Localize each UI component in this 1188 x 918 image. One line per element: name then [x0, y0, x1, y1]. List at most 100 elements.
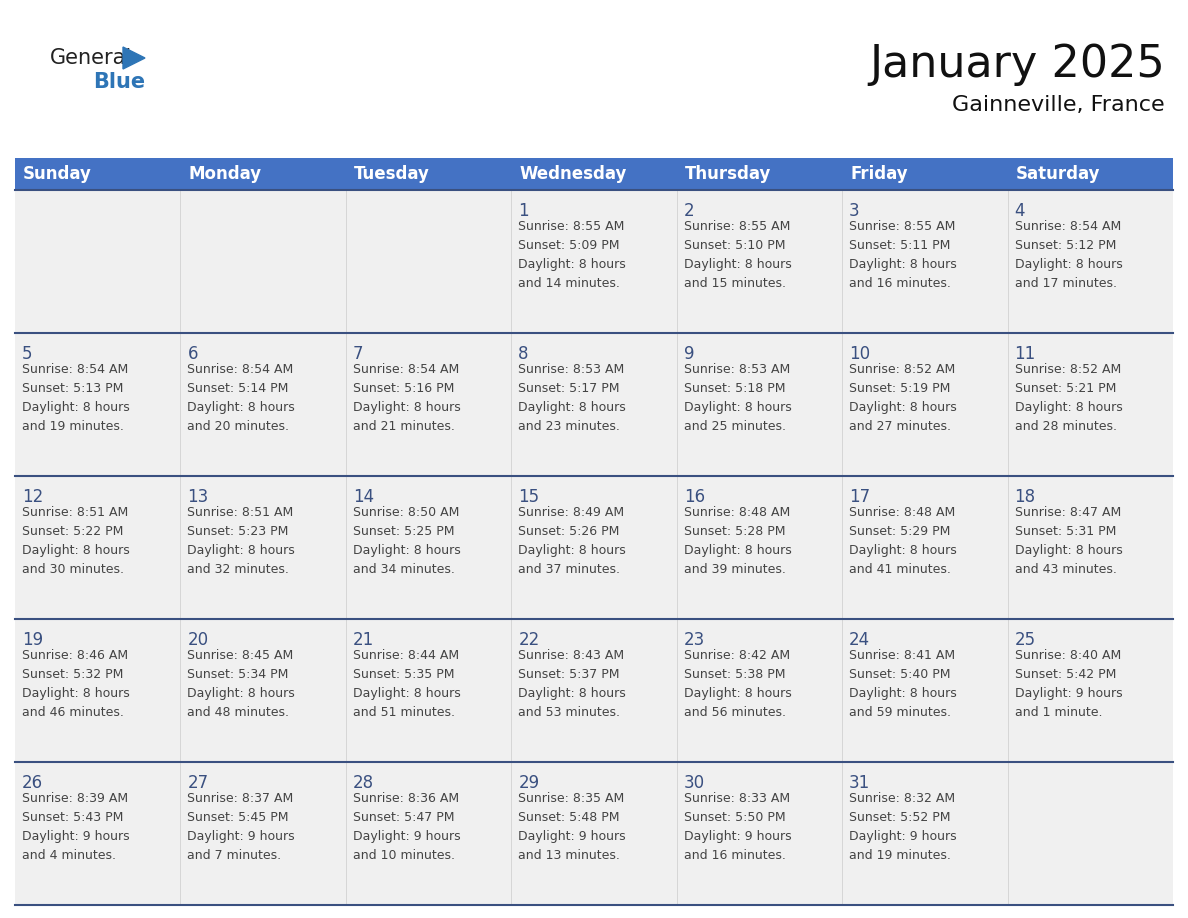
- Bar: [842, 619, 1007, 762]
- Text: 28: 28: [353, 774, 374, 792]
- Bar: [842, 158, 1007, 190]
- Bar: [181, 762, 346, 905]
- Text: Sunrise: 8:44 AM
Sunset: 5:35 PM
Daylight: 8 hours
and 51 minutes.: Sunrise: 8:44 AM Sunset: 5:35 PM Dayligh…: [353, 649, 461, 719]
- Text: 24: 24: [849, 631, 871, 649]
- Bar: [511, 158, 677, 190]
- Text: Gainneville, France: Gainneville, France: [953, 95, 1165, 115]
- Bar: [677, 190, 842, 333]
- Bar: [15, 619, 181, 762]
- Text: 31: 31: [849, 774, 871, 792]
- Bar: [15, 333, 181, 476]
- Text: 11: 11: [1015, 345, 1036, 363]
- Bar: [181, 190, 346, 333]
- Text: Saturday: Saturday: [1016, 165, 1100, 183]
- Bar: [346, 762, 511, 905]
- Text: Thursday: Thursday: [684, 165, 771, 183]
- Text: 21: 21: [353, 631, 374, 649]
- Text: Sunrise: 8:55 AM
Sunset: 5:10 PM
Daylight: 8 hours
and 15 minutes.: Sunrise: 8:55 AM Sunset: 5:10 PM Dayligh…: [684, 220, 791, 290]
- Text: Sunrise: 8:39 AM
Sunset: 5:43 PM
Daylight: 9 hours
and 4 minutes.: Sunrise: 8:39 AM Sunset: 5:43 PM Dayligh…: [23, 792, 129, 862]
- Text: 2: 2: [684, 202, 694, 220]
- Bar: [1007, 476, 1173, 619]
- Text: 23: 23: [684, 631, 704, 649]
- Text: Sunrise: 8:55 AM
Sunset: 5:11 PM
Daylight: 8 hours
and 16 minutes.: Sunrise: 8:55 AM Sunset: 5:11 PM Dayligh…: [849, 220, 956, 290]
- Text: Sunrise: 8:55 AM
Sunset: 5:09 PM
Daylight: 8 hours
and 14 minutes.: Sunrise: 8:55 AM Sunset: 5:09 PM Dayligh…: [518, 220, 626, 290]
- Bar: [346, 190, 511, 333]
- Bar: [181, 333, 346, 476]
- Text: 25: 25: [1015, 631, 1036, 649]
- Bar: [511, 762, 677, 905]
- Bar: [181, 158, 346, 190]
- Bar: [346, 333, 511, 476]
- Text: 9: 9: [684, 345, 694, 363]
- Text: Sunrise: 8:35 AM
Sunset: 5:48 PM
Daylight: 9 hours
and 13 minutes.: Sunrise: 8:35 AM Sunset: 5:48 PM Dayligh…: [518, 792, 626, 862]
- Text: Sunrise: 8:46 AM
Sunset: 5:32 PM
Daylight: 8 hours
and 46 minutes.: Sunrise: 8:46 AM Sunset: 5:32 PM Dayligh…: [23, 649, 129, 719]
- Text: Sunrise: 8:51 AM
Sunset: 5:23 PM
Daylight: 8 hours
and 32 minutes.: Sunrise: 8:51 AM Sunset: 5:23 PM Dayligh…: [188, 506, 295, 576]
- Bar: [511, 333, 677, 476]
- Bar: [181, 476, 346, 619]
- Text: 17: 17: [849, 488, 871, 506]
- Text: Sunrise: 8:52 AM
Sunset: 5:21 PM
Daylight: 8 hours
and 28 minutes.: Sunrise: 8:52 AM Sunset: 5:21 PM Dayligh…: [1015, 363, 1123, 433]
- Text: January 2025: January 2025: [870, 43, 1165, 86]
- Bar: [677, 158, 842, 190]
- Text: Sunrise: 8:45 AM
Sunset: 5:34 PM
Daylight: 8 hours
and 48 minutes.: Sunrise: 8:45 AM Sunset: 5:34 PM Dayligh…: [188, 649, 295, 719]
- Bar: [677, 619, 842, 762]
- Bar: [677, 762, 842, 905]
- Text: Sunrise: 8:54 AM
Sunset: 5:14 PM
Daylight: 8 hours
and 20 minutes.: Sunrise: 8:54 AM Sunset: 5:14 PM Dayligh…: [188, 363, 295, 433]
- Text: Sunrise: 8:37 AM
Sunset: 5:45 PM
Daylight: 9 hours
and 7 minutes.: Sunrise: 8:37 AM Sunset: 5:45 PM Dayligh…: [188, 792, 295, 862]
- Text: 30: 30: [684, 774, 704, 792]
- Bar: [15, 762, 181, 905]
- Text: 16: 16: [684, 488, 704, 506]
- Text: Sunrise: 8:54 AM
Sunset: 5:16 PM
Daylight: 8 hours
and 21 minutes.: Sunrise: 8:54 AM Sunset: 5:16 PM Dayligh…: [353, 363, 461, 433]
- Text: Sunrise: 8:53 AM
Sunset: 5:17 PM
Daylight: 8 hours
and 23 minutes.: Sunrise: 8:53 AM Sunset: 5:17 PM Dayligh…: [518, 363, 626, 433]
- Bar: [1007, 158, 1173, 190]
- Text: Tuesday: Tuesday: [354, 165, 430, 183]
- Bar: [1007, 619, 1173, 762]
- Bar: [511, 619, 677, 762]
- Bar: [15, 158, 181, 190]
- Text: 5: 5: [23, 345, 32, 363]
- Text: Sunrise: 8:52 AM
Sunset: 5:19 PM
Daylight: 8 hours
and 27 minutes.: Sunrise: 8:52 AM Sunset: 5:19 PM Dayligh…: [849, 363, 956, 433]
- Bar: [842, 762, 1007, 905]
- Text: 7: 7: [353, 345, 364, 363]
- Text: Wednesday: Wednesday: [519, 165, 626, 183]
- Text: Sunrise: 8:40 AM
Sunset: 5:42 PM
Daylight: 9 hours
and 1 minute.: Sunrise: 8:40 AM Sunset: 5:42 PM Dayligh…: [1015, 649, 1123, 719]
- Bar: [842, 476, 1007, 619]
- Text: Sunrise: 8:54 AM
Sunset: 5:12 PM
Daylight: 8 hours
and 17 minutes.: Sunrise: 8:54 AM Sunset: 5:12 PM Dayligh…: [1015, 220, 1123, 290]
- Text: Sunrise: 8:47 AM
Sunset: 5:31 PM
Daylight: 8 hours
and 43 minutes.: Sunrise: 8:47 AM Sunset: 5:31 PM Dayligh…: [1015, 506, 1123, 576]
- Text: Sunrise: 8:53 AM
Sunset: 5:18 PM
Daylight: 8 hours
and 25 minutes.: Sunrise: 8:53 AM Sunset: 5:18 PM Dayligh…: [684, 363, 791, 433]
- Text: Monday: Monday: [189, 165, 261, 183]
- Bar: [842, 333, 1007, 476]
- Bar: [1007, 333, 1173, 476]
- Text: Sunrise: 8:51 AM
Sunset: 5:22 PM
Daylight: 8 hours
and 30 minutes.: Sunrise: 8:51 AM Sunset: 5:22 PM Dayligh…: [23, 506, 129, 576]
- Text: Sunrise: 8:42 AM
Sunset: 5:38 PM
Daylight: 8 hours
and 56 minutes.: Sunrise: 8:42 AM Sunset: 5:38 PM Dayligh…: [684, 649, 791, 719]
- Bar: [511, 190, 677, 333]
- Bar: [181, 619, 346, 762]
- Text: 26: 26: [23, 774, 43, 792]
- Bar: [677, 476, 842, 619]
- Text: Sunrise: 8:43 AM
Sunset: 5:37 PM
Daylight: 8 hours
and 53 minutes.: Sunrise: 8:43 AM Sunset: 5:37 PM Dayligh…: [518, 649, 626, 719]
- Text: 15: 15: [518, 488, 539, 506]
- Text: 10: 10: [849, 345, 871, 363]
- Bar: [842, 190, 1007, 333]
- Polygon shape: [124, 47, 145, 69]
- Text: Sunrise: 8:36 AM
Sunset: 5:47 PM
Daylight: 9 hours
and 10 minutes.: Sunrise: 8:36 AM Sunset: 5:47 PM Dayligh…: [353, 792, 461, 862]
- Bar: [15, 476, 181, 619]
- Bar: [511, 476, 677, 619]
- Bar: [677, 333, 842, 476]
- Text: 1: 1: [518, 202, 529, 220]
- Text: Sunrise: 8:50 AM
Sunset: 5:25 PM
Daylight: 8 hours
and 34 minutes.: Sunrise: 8:50 AM Sunset: 5:25 PM Dayligh…: [353, 506, 461, 576]
- Text: 18: 18: [1015, 488, 1036, 506]
- Text: Sunrise: 8:32 AM
Sunset: 5:52 PM
Daylight: 9 hours
and 19 minutes.: Sunrise: 8:32 AM Sunset: 5:52 PM Dayligh…: [849, 792, 956, 862]
- Text: 3: 3: [849, 202, 860, 220]
- Text: 19: 19: [23, 631, 43, 649]
- Bar: [15, 190, 181, 333]
- Text: Blue: Blue: [93, 72, 145, 92]
- Text: Sunrise: 8:33 AM
Sunset: 5:50 PM
Daylight: 9 hours
and 16 minutes.: Sunrise: 8:33 AM Sunset: 5:50 PM Dayligh…: [684, 792, 791, 862]
- Text: 27: 27: [188, 774, 209, 792]
- Text: Sunrise: 8:48 AM
Sunset: 5:29 PM
Daylight: 8 hours
and 41 minutes.: Sunrise: 8:48 AM Sunset: 5:29 PM Dayligh…: [849, 506, 956, 576]
- Text: Sunrise: 8:41 AM
Sunset: 5:40 PM
Daylight: 8 hours
and 59 minutes.: Sunrise: 8:41 AM Sunset: 5:40 PM Dayligh…: [849, 649, 956, 719]
- Text: Sunday: Sunday: [23, 165, 91, 183]
- Text: 14: 14: [353, 488, 374, 506]
- Text: General: General: [50, 48, 132, 68]
- Bar: [346, 158, 511, 190]
